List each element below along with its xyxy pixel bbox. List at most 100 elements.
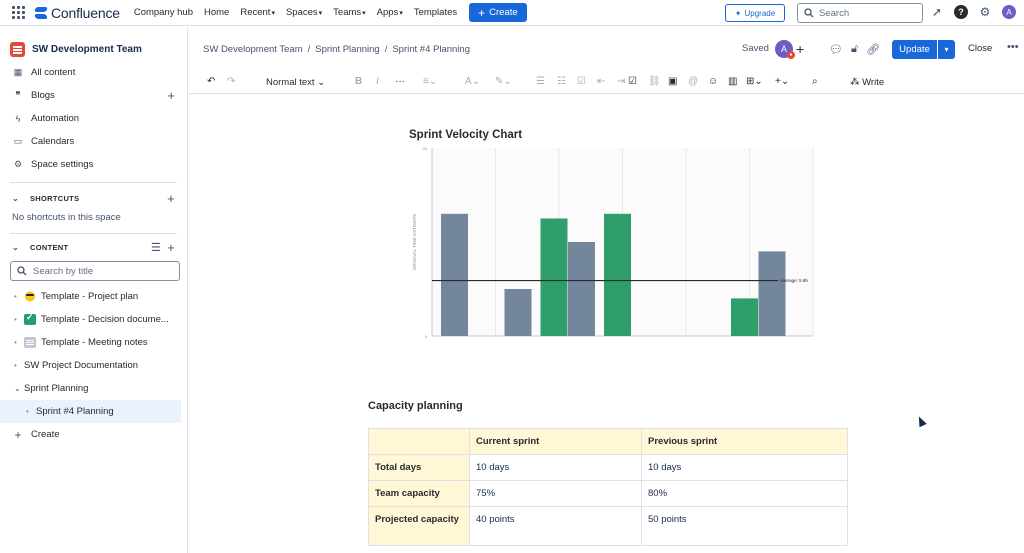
chart-svg: 20 0 ORIGINAL TIME ESTIMATE Average: 5.9h <box>412 146 814 339</box>
table-row-header[interactable]: Projected capacity <box>368 506 470 546</box>
table-cell[interactable]: 75% <box>469 480 642 507</box>
italic-icon[interactable]: I <box>376 76 379 87</box>
bar <box>441 213 468 336</box>
content-search-placeholder: Search by title <box>33 265 94 277</box>
gear-icon[interactable]: ⚙ <box>979 5 991 19</box>
table-cell[interactable]: 40 points <box>469 506 642 546</box>
sidebar-item-calendars[interactable]: ▭ Calendars <box>0 130 187 153</box>
space-header[interactable]: SW Development Team <box>0 37 187 61</box>
find-icon[interactable]: ⌕ <box>812 76 818 87</box>
tree-item-sprint-planning[interactable]: ⌄ Sprint Planning <box>0 377 187 400</box>
insert-icon[interactable]: +⌄ <box>775 76 790 87</box>
sidebar-item-automation[interactable]: ϟ Automation <box>0 107 187 130</box>
outdent-icon[interactable]: ⇤ <box>597 76 606 87</box>
table-row-header[interactable]: Team capacity <box>368 480 470 507</box>
write-button[interactable]: ⁂ Write <box>850 77 884 88</box>
search-input[interactable]: Search <box>797 3 923 23</box>
content-label: CONTENT <box>30 242 69 252</box>
add-shortcut-icon[interactable]: + <box>167 190 175 206</box>
numbered-list-icon[interactable]: ☷ <box>557 76 566 87</box>
avatar[interactable]: A <box>1002 5 1016 19</box>
sidebar-item-all-content[interactable]: ▦ All content <box>0 61 187 84</box>
table-icon[interactable]: ⊞⌄ <box>746 76 763 87</box>
app-switcher-icon[interactable] <box>12 5 26 20</box>
rocket-icon[interactable]: ➚ <box>931 5 943 19</box>
create-button[interactable]: + Create <box>469 3 527 22</box>
link-icon[interactable]: 🔗︎ <box>866 44 881 56</box>
emoji-icon[interactable]: ☺ <box>708 76 719 87</box>
chevron-down-icon: ▾ <box>399 10 403 17</box>
tree-item-sw-project-documentation[interactable]: • SW Project Documentation <box>0 354 187 377</box>
table-cell[interactable]: 10 days <box>469 454 642 481</box>
collaborator-badge: ● <box>787 51 795 59</box>
highlight-icon[interactable]: ✎⌄ <box>495 76 512 87</box>
plus-icon: + <box>478 5 486 20</box>
indent-icon[interactable]: ⇥ <box>617 76 626 87</box>
help-icon[interactable]: ? <box>954 5 968 19</box>
align-dropdown-icon[interactable]: ≡⌄ <box>423 76 438 87</box>
comment-icon[interactable]: 💬︎ <box>829 44 843 56</box>
nav-items: Company hub Home Recent▾ Spaces▾ Teams▾ … <box>134 7 457 18</box>
tree-item-project-plan[interactable]: • Template - Project plan <box>0 285 187 308</box>
table-row-header[interactable]: Total days <box>368 454 470 481</box>
more-formatting-icon[interactable]: ··· <box>395 76 405 87</box>
upgrade-button[interactable]: ✦ Upgrade <box>725 4 785 22</box>
link-icon[interactable]: ⛓ <box>648 76 661 87</box>
unlock-icon[interactable]: 🔓︎ <box>850 43 859 55</box>
breadcrumb-item-space[interactable]: SW Development Team <box>203 44 303 55</box>
add-blog-icon[interactable]: + <box>167 88 175 103</box>
nav-apps[interactable]: Apps▾ <box>376 7 403 18</box>
nav-company-hub[interactable]: Company hub <box>133 7 193 18</box>
redo-icon[interactable]: ↷ <box>227 76 236 87</box>
table-cell[interactable]: 10 days <box>641 454 848 481</box>
layout-icon[interactable]: ▥ <box>728 76 738 87</box>
sidebar-create-button[interactable]: + Create <box>0 423 187 446</box>
collaborator-avatar[interactable]: A ● <box>775 40 795 59</box>
shortcuts-header[interactable]: ⌄ SHORTCUTS + <box>0 187 187 209</box>
filter-icon[interactable]: ☰ <box>150 241 161 254</box>
breadcrumb-item-current[interactable]: Sprint #4 Planning <box>392 44 470 55</box>
table-header-cell[interactable]: Current sprint <box>469 428 642 455</box>
tree-item-sprint-4-planning[interactable]: • Sprint #4 Planning <box>0 400 181 423</box>
invite-collaborator-icon[interactable]: + <box>796 41 805 57</box>
more-options-icon[interactable]: ••• <box>1007 41 1019 53</box>
nav-spaces[interactable]: Spaces▾ <box>285 7 323 18</box>
sidebar-item-space-settings[interactable]: ⚙ Space settings <box>0 153 187 176</box>
text-color-icon[interactable]: A⌄ <box>465 76 481 87</box>
nav-home[interactable]: Home <box>203 7 230 18</box>
mention-icon[interactable]: @ <box>688 76 699 87</box>
table-cell[interactable]: 80% <box>641 480 848 507</box>
text-style-dropdown[interactable]: Normal text ⌄ <box>266 77 325 88</box>
table-header-cell[interactable]: Previous sprint <box>641 428 848 455</box>
bullet-list-icon[interactable]: ☰ <box>536 76 545 87</box>
table-header-cell[interactable] <box>368 428 470 455</box>
write-label: Write <box>862 77 885 88</box>
bold-icon[interactable]: B <box>355 76 363 87</box>
update-options-button[interactable]: ▾ <box>938 40 955 59</box>
bar <box>731 298 758 336</box>
table-cell[interactable]: 50 points <box>641 506 848 546</box>
nav-teams[interactable]: Teams▾ <box>333 7 366 18</box>
image-icon[interactable]: ▣ <box>668 76 678 87</box>
nav-recent[interactable]: Recent▾ <box>240 7 275 18</box>
breadcrumb-item-sprint-planning[interactable]: Sprint Planning <box>315 44 380 55</box>
action-item-icon[interactable]: ☑ <box>628 76 637 87</box>
content-header[interactable]: ⌄ CONTENT ☰ + <box>0 236 187 258</box>
confluence-logo[interactable]: Confluence <box>34 5 120 21</box>
search-placeholder: Search <box>819 7 850 19</box>
sidebar-item-blogs[interactable]: ❞ Blogs + <box>0 84 187 107</box>
add-content-icon[interactable]: + <box>167 239 175 255</box>
close-button[interactable]: Close <box>968 43 993 54</box>
confluence-logo-icon <box>34 6 48 20</box>
capacity-heading: Capacity planning <box>368 400 463 412</box>
nav-templates[interactable]: Templates <box>413 7 458 18</box>
undo-icon[interactable]: ↶ <box>207 76 216 87</box>
update-button[interactable]: Update <box>892 40 937 59</box>
bar <box>604 213 631 336</box>
task-list-icon[interactable]: ☑ <box>577 76 586 87</box>
tree-item-decision-doc[interactable]: • Template - Decision docume... <box>0 308 187 331</box>
content-search-input[interactable]: Search by title <box>10 261 180 281</box>
chevron-down-icon[interactable]: ⌄ <box>14 384 21 393</box>
y-tick-label: 0 <box>425 334 428 339</box>
tree-item-meeting-notes[interactable]: • Template - Meeting notes <box>0 331 187 354</box>
